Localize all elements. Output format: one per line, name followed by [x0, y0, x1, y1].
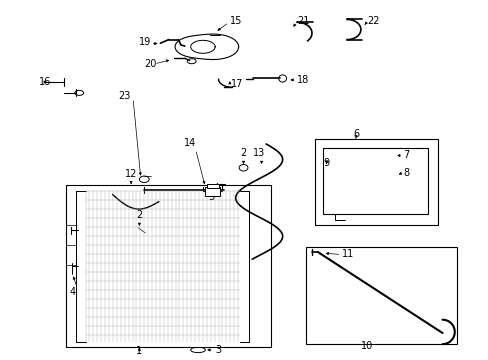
- Ellipse shape: [246, 324, 256, 332]
- Ellipse shape: [278, 75, 286, 82]
- Ellipse shape: [75, 90, 83, 95]
- Text: 22: 22: [367, 16, 380, 26]
- Ellipse shape: [136, 226, 147, 234]
- Ellipse shape: [246, 270, 256, 278]
- Text: 17: 17: [230, 78, 243, 89]
- Bar: [305, 247, 456, 344]
- Text: 4: 4: [69, 287, 76, 297]
- Text: 20: 20: [144, 59, 156, 69]
- Text: 9: 9: [323, 158, 329, 168]
- Text: 15: 15: [229, 16, 242, 26]
- Ellipse shape: [239, 165, 247, 171]
- Text: 23: 23: [119, 91, 131, 102]
- Text: 10: 10: [360, 341, 372, 351]
- Text: 6: 6: [352, 129, 358, 139]
- Text: 16: 16: [39, 77, 51, 87]
- Text: 7: 7: [403, 150, 409, 160]
- Ellipse shape: [139, 176, 149, 183]
- Text: 21: 21: [297, 16, 309, 26]
- Text: 12: 12: [124, 168, 137, 179]
- Text: 1: 1: [136, 346, 142, 356]
- Ellipse shape: [385, 153, 396, 158]
- Ellipse shape: [246, 212, 256, 220]
- Bar: [66, 185, 271, 347]
- Ellipse shape: [246, 241, 256, 249]
- Bar: [206, 184, 218, 188]
- Text: 2: 2: [240, 148, 246, 158]
- Text: 2: 2: [136, 210, 142, 220]
- Ellipse shape: [187, 59, 196, 64]
- Bar: [205, 187, 220, 196]
- Text: 11: 11: [342, 249, 354, 259]
- Text: 14: 14: [183, 138, 196, 148]
- Text: 19: 19: [139, 37, 151, 48]
- Ellipse shape: [246, 298, 256, 306]
- Text: 13: 13: [252, 148, 265, 158]
- Bar: [322, 148, 427, 214]
- Text: 18: 18: [297, 75, 309, 85]
- Bar: [315, 139, 437, 225]
- Text: 5: 5: [208, 192, 214, 202]
- Text: 8: 8: [403, 168, 409, 178]
- Ellipse shape: [190, 347, 205, 353]
- Ellipse shape: [107, 192, 115, 197]
- Text: 3: 3: [215, 345, 221, 355]
